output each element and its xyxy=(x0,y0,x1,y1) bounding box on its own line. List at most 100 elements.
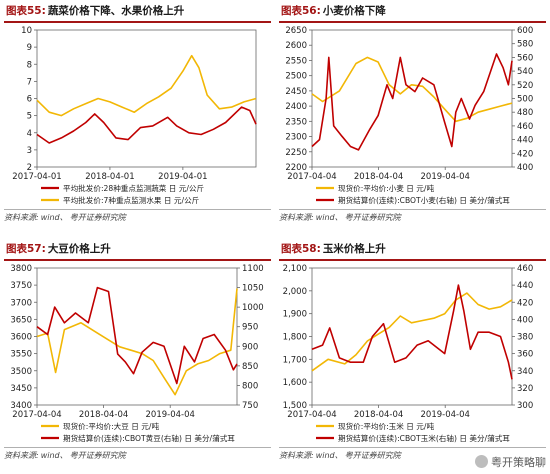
source-label: 资料来源: xyxy=(4,213,39,222)
x-tick-label: 2018-04-04 xyxy=(79,410,128,420)
divider xyxy=(4,447,271,448)
right-tick-label: 750 xyxy=(242,401,258,411)
legend-label-1: 现货价:平均价:小麦 日 元/吨 xyxy=(338,183,434,193)
panel-header: 图表58: 玉米价格上升 xyxy=(279,240,546,261)
panel-header: 图表56: 小麦价格下降 xyxy=(279,2,546,23)
left-tick-label: 3450 xyxy=(10,384,32,394)
right-tick-label: 1100 xyxy=(242,264,264,274)
left-tick-label: 1,600 xyxy=(283,378,307,388)
line-chart: 3400 3450 3500 3550 3600 3650 3700 3750 3800 750 8… xyxy=(10,264,264,443)
right-tick-label: 540 xyxy=(517,67,533,77)
left-tick-label: 3500 xyxy=(10,367,32,377)
right-tick-label: 1050 xyxy=(242,284,264,294)
source-a: wind、 xyxy=(315,213,343,222)
x-tick-label: 2017-04-04 xyxy=(287,172,336,182)
left-tick-label: 2 xyxy=(27,163,32,173)
x-tick-label: 2019-04-04 xyxy=(421,172,470,182)
source-label: 资料来源: xyxy=(279,451,314,460)
right-tick-label: 420 xyxy=(517,298,533,308)
series-line-1 xyxy=(36,288,238,396)
right-tick-label: 850 xyxy=(242,362,258,372)
legend-label-2: 平均批发价:7种重点监测水果 日 元/公斤 xyxy=(63,195,200,205)
right-tick-label: 420 xyxy=(517,149,533,159)
right-tick-label: 320 xyxy=(517,384,533,394)
right-tick-label: 460 xyxy=(517,264,533,274)
left-tick-label: 3800 xyxy=(10,264,32,274)
plot-area xyxy=(36,29,257,168)
x-tick-label: 2019-04-04 xyxy=(146,410,195,420)
source-a: wind、 xyxy=(315,451,343,460)
wechat-icon xyxy=(475,455,488,468)
left-tick-label: 6 xyxy=(27,95,32,105)
left-tick-label: 3400 xyxy=(10,401,32,411)
left-tick-label: 3600 xyxy=(10,333,32,343)
divider xyxy=(279,209,546,210)
source-b: 粤开证券研究院 xyxy=(344,451,401,460)
panel-header: 图表57: 大豆价格上升 xyxy=(4,240,271,261)
source-label: 资料来源: xyxy=(4,451,39,460)
right-tick-label: 400 xyxy=(517,163,533,173)
figure-number: 图表55: xyxy=(6,5,46,17)
figure-title: 小麦价格下降 xyxy=(322,5,386,17)
line-chart: 1,500 1,600 1,700 1,800 1,900 2,000 2,100 300 32… xyxy=(283,264,534,443)
source-b: 粤开证券研究院 xyxy=(344,213,401,222)
figure-title: 玉米价格上升 xyxy=(322,243,386,255)
left-tick-label: 1,700 xyxy=(283,355,307,365)
right-tick-label: 480 xyxy=(517,108,533,118)
right-tick-label: 500 xyxy=(517,95,533,105)
source-b: 粤开证券研究院 xyxy=(69,451,126,460)
right-tick-label: 340 xyxy=(517,367,533,377)
source-note: 资料来源: wind、 粤开证券研究院 xyxy=(279,212,401,223)
right-tick-label: 360 xyxy=(517,350,533,360)
source-note: 资料来源: wind、 粤开证券研究院 xyxy=(4,450,126,461)
figure-number: 图表56: xyxy=(281,5,321,17)
chart-panel-soybean: 图表57: 大豆价格上升 3400 3450 3500 3550 3600 3650 3700… xyxy=(4,240,271,465)
series-line-2 xyxy=(311,284,513,380)
divider xyxy=(279,447,546,448)
source-label: 资料来源: xyxy=(279,213,314,222)
x-tick-label: 2018-04-04 xyxy=(354,172,403,182)
source-a: wind、 xyxy=(40,213,68,222)
left-tick-label: 2,100 xyxy=(283,264,307,274)
right-tick-label: 440 xyxy=(517,136,533,146)
left-tick-label: 2650 xyxy=(285,26,307,36)
left-tick-label: 2450 xyxy=(285,87,307,97)
left-tick-label: 3 xyxy=(27,146,32,156)
left-tick-label: 9 xyxy=(27,43,32,53)
right-tick-label: 950 xyxy=(242,323,258,333)
left-tick-label: 2300 xyxy=(285,133,307,143)
right-tick-label: 580 xyxy=(517,40,533,50)
chart-panel-corn: 图表58: 玉米价格上升 1,500 1,600 1,700 1,800 1,900 2,0… xyxy=(279,240,546,465)
x-tick-label: 2019-04-04 xyxy=(421,410,470,420)
series-line-2 xyxy=(36,286,238,385)
left-tick-label: 4 xyxy=(27,129,32,139)
legend-label-2: 期货结算价(连续):CBOT黄豆(右轴) 日 美分/蒲式耳 xyxy=(63,433,235,443)
right-tick-label: 800 xyxy=(242,381,258,391)
left-tick-label: 2500 xyxy=(285,72,307,82)
source-note: 资料来源: wind、 粤开证券研究院 xyxy=(279,450,401,461)
right-tick-label: 400 xyxy=(517,315,533,325)
source-a: wind、 xyxy=(40,451,68,460)
left-tick-label: 8 xyxy=(27,60,32,70)
right-tick-label: 460 xyxy=(517,122,533,132)
series-line-1 xyxy=(311,292,513,372)
right-tick-label: 560 xyxy=(517,53,533,63)
right-tick-label: 900 xyxy=(242,342,258,352)
left-tick-label: 2250 xyxy=(285,148,307,158)
left-tick-label: 5 xyxy=(27,112,32,122)
figure-title: 蔬菜价格下降、水果价格上升 xyxy=(47,5,185,17)
right-tick-label: 520 xyxy=(517,81,533,91)
line-chart: 2 3 4 5 6 7 8 9 10 2017-04-01 2018-04-01 2019-04-01… xyxy=(12,26,257,205)
right-tick-label: 300 xyxy=(517,401,533,411)
x-tick-label: 2019-04-01 xyxy=(158,172,207,182)
plot-area xyxy=(311,29,513,168)
chart-panel-vegetables-fruits: 图表55: 蔬菜价格下降、水果价格上升 2 3 4 5 6 7 8 9 10 2017-04-01 2… xyxy=(4,2,271,227)
x-tick-label: 2018-04-01 xyxy=(85,172,134,182)
left-tick-label: 3650 xyxy=(10,315,32,325)
legend-label-1: 平均批发价:28种重点监测蔬菜 日 元/公斤 xyxy=(63,183,205,193)
left-tick-label: 2200 xyxy=(285,163,307,173)
watermark: 粤开策略聊 xyxy=(475,454,546,470)
line-chart: 2200 2250 2300 2350 2400 2450 2500 2550 2600 2650… xyxy=(285,26,533,205)
watermark-text: 粤开策略聊 xyxy=(491,456,546,469)
legend-label-2: 期货结算价(连续):CBOT小麦(右轴) 日 美分/蒲式耳 xyxy=(338,195,510,205)
